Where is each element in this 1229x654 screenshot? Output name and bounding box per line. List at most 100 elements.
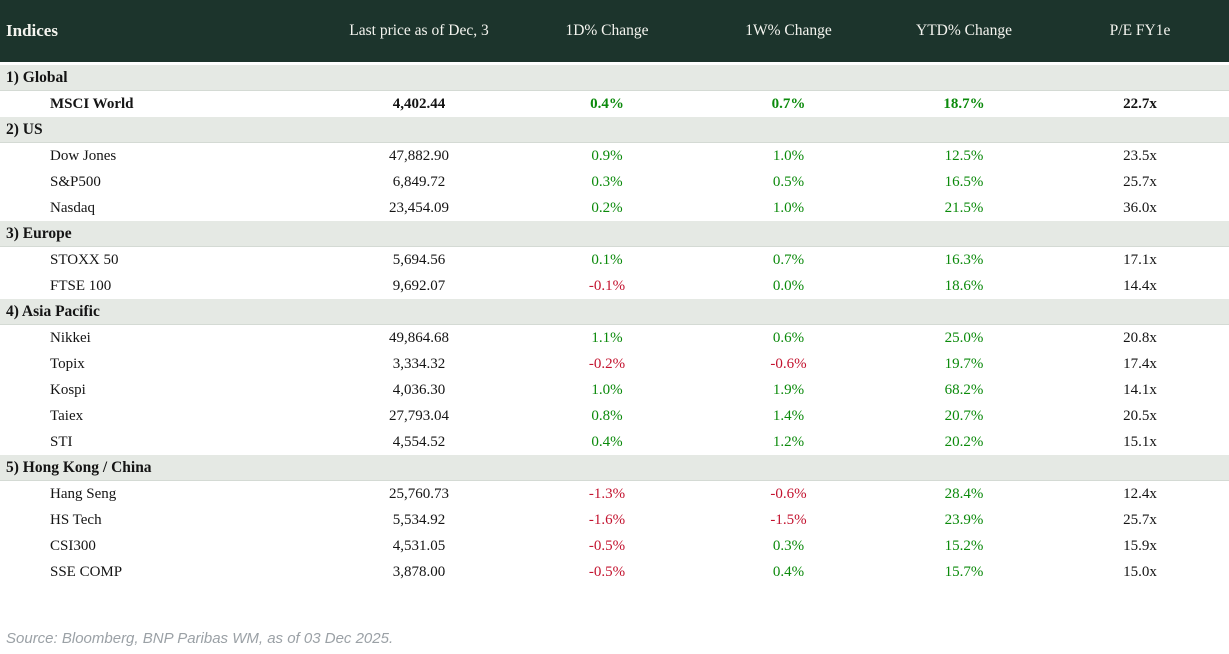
section-header-row: 4) Asia Pacific [0, 299, 1229, 325]
pe-ratio: 15.9x [1123, 537, 1157, 554]
change-1w: 0.7% [771, 95, 806, 112]
change-ytd: 21.5% [944, 199, 984, 216]
change-1w: 1.0% [772, 199, 805, 216]
index-name: Hang Seng [50, 485, 117, 502]
index-name: STOXX 50 [50, 251, 119, 268]
table-row: Nasdaq 23,454.09 0.2% 1.0% 21.5% 36.0x [0, 195, 1229, 221]
change-1d: 0.8% [591, 407, 623, 424]
section-header-row: 5) Hong Kong / China [0, 455, 1229, 481]
change-1d: 1.0% [591, 381, 623, 398]
column-header-last-price: Last price as of Dec, 3 [349, 22, 489, 39]
change-ytd: 18.7% [943, 95, 985, 112]
change-1w: 1.9% [772, 381, 805, 398]
table-row: Dow Jones 47,882.90 0.9% 1.0% 12.5% 23.5x [0, 143, 1229, 169]
change-1d: -0.1% [588, 277, 626, 294]
column-header-1d-change: 1D% Change [565, 22, 649, 39]
change-1d: -0.5% [588, 563, 626, 580]
section-header-row: 1) Global [0, 65, 1229, 91]
index-name: Dow Jones [50, 147, 117, 164]
pe-ratio: 14.1x [1123, 381, 1157, 398]
pe-ratio: 20.5x [1123, 407, 1157, 424]
change-1d: -1.3% [588, 485, 626, 502]
change-1d: 1.1% [591, 329, 623, 346]
change-1w: -0.6% [770, 485, 807, 502]
pe-ratio: 22.7x [1123, 95, 1157, 112]
last-price: 3,334.32 [392, 355, 446, 372]
change-1d: 0.4% [591, 433, 623, 450]
table-row: HS Tech 5,534.92 -1.6% -1.5% 23.9% 25.7x [0, 507, 1229, 533]
change-ytd: 20.2% [944, 433, 984, 450]
change-ytd: 16.3% [944, 251, 984, 268]
last-price: 47,882.90 [389, 147, 449, 164]
last-price: 4,036.30 [392, 381, 446, 398]
change-1w: 0.5% [772, 173, 805, 190]
change-1d: 0.9% [591, 147, 623, 164]
index-name: FTSE 100 [50, 277, 112, 294]
change-1w: 1.0% [772, 147, 805, 164]
last-price: 6,849.72 [392, 173, 446, 190]
table-row: STOXX 50 5,694.56 0.1% 0.7% 16.3% 17.1x [0, 247, 1229, 273]
index-name: STI [50, 433, 73, 450]
change-ytd: 19.7% [944, 355, 984, 372]
column-header-pe-fy1e: P/E FY1e [1109, 22, 1171, 39]
table-row: Topix 3,334.32 -0.2% -0.6% 19.7% 17.4x [0, 351, 1229, 377]
change-1d: -0.2% [588, 355, 626, 372]
index-name: S&P500 [50, 173, 101, 190]
index-name: CSI300 [50, 537, 96, 554]
table-row: Taiex 27,793.04 0.8% 1.4% 20.7% 20.5x [0, 403, 1229, 429]
table-header-row: Indices Last price as of Dec, 3 1D% Chan… [0, 0, 1229, 62]
pe-ratio: 14.4x [1123, 277, 1157, 294]
last-price: 49,864.68 [389, 329, 449, 346]
index-name: Kospi [50, 381, 86, 398]
index-name: SSE COMP [50, 563, 123, 580]
change-1w: 1.4% [772, 407, 805, 424]
pe-ratio: 17.4x [1123, 355, 1157, 372]
change-1w: 0.0% [772, 277, 805, 294]
change-ytd: 15.2% [944, 537, 984, 554]
last-price: 3,878.00 [392, 563, 446, 580]
index-name: Nasdaq [50, 199, 95, 216]
source-note: Source: Bloomberg, BNP Paribas WM, as of… [6, 630, 394, 647]
pe-ratio: 15.1x [1123, 433, 1157, 450]
index-name: Taiex [50, 407, 84, 424]
index-name: MSCI World [50, 95, 134, 112]
change-1d: 0.2% [591, 199, 623, 216]
table-row: S&P500 6,849.72 0.3% 0.5% 16.5% 25.7x [0, 169, 1229, 195]
table-row: SSE COMP 3,878.00 -0.5% 0.4% 15.7% 15.0x [0, 559, 1229, 585]
last-price: 4,402.44 [392, 95, 446, 112]
change-1d: 0.1% [591, 251, 623, 268]
pe-ratio: 36.0x [1123, 199, 1157, 216]
last-price: 27,793.04 [389, 407, 449, 424]
change-1d: 0.3% [591, 173, 623, 190]
pe-ratio: 23.5x [1123, 147, 1157, 164]
index-name: Nikkei [50, 329, 91, 346]
last-price: 5,694.56 [392, 251, 446, 268]
pe-ratio: 20.8x [1123, 329, 1157, 346]
section-title: 1) Global [6, 68, 68, 86]
section-title: 5) Hong Kong / China [6, 458, 152, 476]
change-ytd: 15.7% [944, 563, 984, 580]
change-1d: 0.4% [590, 95, 624, 112]
pe-ratio: 25.7x [1123, 173, 1157, 190]
column-header-ytd-change: YTD% Change [916, 22, 1012, 39]
change-1w: 0.6% [772, 329, 805, 346]
table-body: 1) Global MSCI World 4,402.44 0.4% 0.7% 18.7%… [0, 65, 1229, 585]
pe-ratio: 25.7x [1123, 511, 1157, 528]
change-ytd: 28.4% [944, 485, 984, 502]
section-title: 3) Europe [6, 224, 72, 242]
change-1w: 0.7% [772, 251, 805, 268]
change-1d: -1.6% [588, 511, 626, 528]
column-header-1w-change: 1W% Change [745, 22, 832, 39]
change-1w: 0.3% [772, 537, 805, 554]
table-row: Kospi 4,036.30 1.0% 1.9% 68.2% 14.1x [0, 377, 1229, 403]
pe-ratio: 12.4x [1123, 485, 1157, 502]
last-price: 4,554.52 [392, 433, 446, 450]
change-1w: -0.6% [770, 355, 807, 372]
change-1w: -1.5% [770, 511, 807, 528]
last-price: 25,760.73 [389, 485, 449, 502]
last-price: 4,531.05 [392, 537, 446, 554]
section-title: 4) Asia Pacific [6, 302, 100, 320]
index-name: HS Tech [50, 511, 102, 528]
table-row: Nikkei 49,864.68 1.1% 0.6% 25.0% 20.8x [0, 325, 1229, 351]
